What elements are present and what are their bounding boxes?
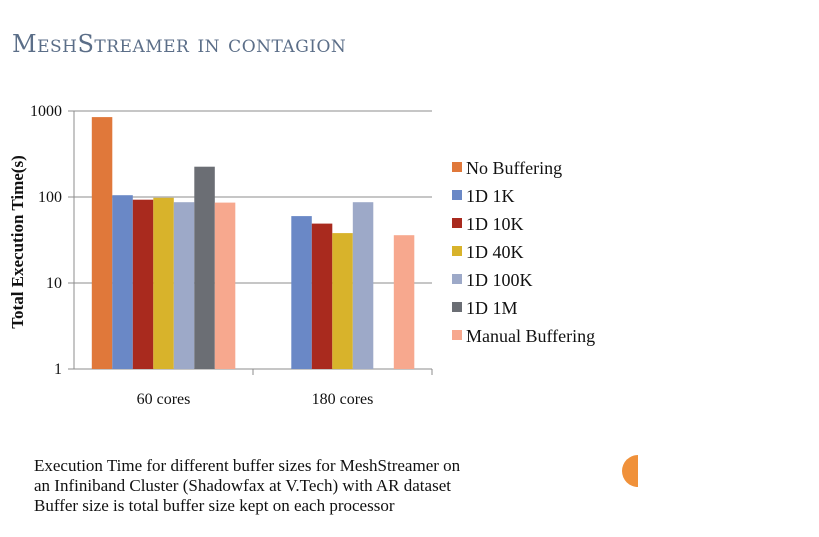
x-tick-label: 60 cores xyxy=(137,391,191,408)
y-tick-label: 10 xyxy=(46,275,62,292)
bar-1d-100k-60-cores xyxy=(173,202,195,369)
legend-swatch xyxy=(452,162,462,172)
bar-1d-10k-60-cores xyxy=(132,199,154,369)
caption-line-1: Execution Time for different buffer size… xyxy=(34,456,461,475)
slide-title: MeshStreamer in contagion xyxy=(12,30,347,58)
legend-swatch xyxy=(452,246,462,256)
y-tick-label: 1000 xyxy=(30,103,62,120)
legend-label: 1D 100K xyxy=(466,270,533,290)
bar-1d-1k-180-cores xyxy=(291,216,312,369)
legend-label: 1D 1K xyxy=(466,186,515,206)
bar-no-buffering-60-cores xyxy=(91,117,113,369)
legend-label: 1D 40K xyxy=(466,242,524,262)
caption-line-3: Buffer size is total buffer size kept on… xyxy=(34,496,395,515)
bar-chart: 1 10 100 1000 Total Execution Time(s) 60 core… xyxy=(8,103,595,408)
bar-1d-40k-180-cores xyxy=(332,233,353,369)
y-tick-label: 1 xyxy=(54,361,62,378)
bar-1d-100k-180-cores xyxy=(352,202,374,369)
y-axis-label: Total Execution Time(s) xyxy=(8,155,27,328)
bar-manual-buffering-60-cores xyxy=(214,202,236,369)
legend-label: 1D 10K xyxy=(466,214,524,234)
caption: Execution Time for different buffer size… xyxy=(34,456,460,516)
decorative-circle-icon xyxy=(622,455,638,487)
legend-swatch xyxy=(452,190,462,200)
bar-1d-10k-180-cores xyxy=(311,223,333,369)
legend-swatch xyxy=(452,330,462,340)
bar-1d-1k-60-cores xyxy=(112,195,133,369)
legend-label: 1D 1M xyxy=(466,298,518,318)
bar-1d-40k-60-cores xyxy=(153,197,174,369)
legend-swatch xyxy=(452,218,462,228)
bar-manual-buffering-180-cores xyxy=(393,235,415,369)
x-tick-label: 180 cores xyxy=(312,391,374,408)
legend-swatch xyxy=(452,274,462,284)
legend-swatch xyxy=(452,302,462,312)
legend-label: Manual Buffering xyxy=(466,326,595,346)
bar-1d-1m-60-cores xyxy=(194,166,215,369)
legend-label: No Buffering xyxy=(466,158,562,178)
y-tick-label: 100 xyxy=(38,189,62,206)
caption-line-2: an Infiniband Cluster (Shadowfax at V.Te… xyxy=(34,476,451,495)
